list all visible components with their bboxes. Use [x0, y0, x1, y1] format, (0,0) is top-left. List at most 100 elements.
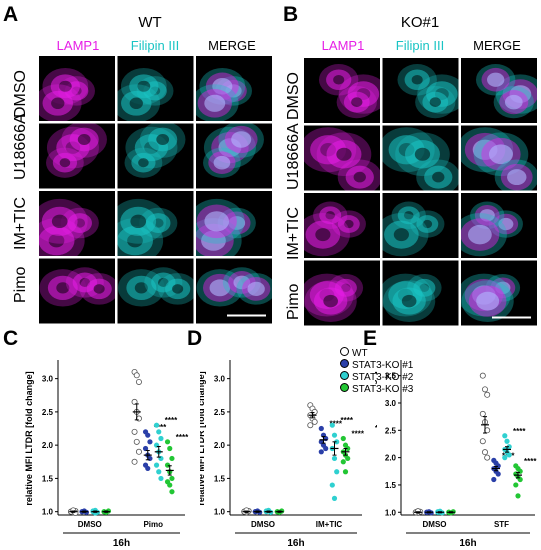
data-point — [340, 435, 346, 442]
legend-marker-ko3 — [340, 383, 349, 392]
legend-item-ko3: STAT3-KO #3 — [340, 383, 413, 395]
x-tick-label: Pimo — [143, 520, 163, 529]
significance-label: **** — [513, 427, 526, 436]
y-tick-label: 2.0 — [385, 454, 397, 463]
legend-label-ko3: STAT3-KO #3 — [352, 384, 414, 395]
data-point — [307, 422, 314, 429]
panel-a-row-label-u18666a: U18666A — [12, 113, 29, 180]
data-point — [311, 418, 318, 425]
data-point — [145, 432, 151, 438]
panel-b-cell-imtic-lamp1 — [304, 193, 380, 258]
y-tick-label: 2.5 — [214, 408, 226, 417]
panel-a-header-lamp1: LAMP1 — [56, 38, 100, 53]
data-point — [135, 378, 142, 385]
data-point — [331, 432, 338, 438]
panel-a-row-label-pimo: Pimo — [12, 266, 29, 303]
data-point — [311, 408, 318, 415]
y-tick-label: 1.5 — [42, 474, 54, 483]
legend-item-ko1: STAT3-KO #1 — [340, 359, 413, 371]
panel-b-cell-u18666a-filipin — [382, 125, 459, 191]
data-point — [158, 435, 164, 442]
y-tick-label: 1.0 — [214, 508, 226, 517]
panel-b-cell-imtic-filipin — [382, 193, 459, 258]
panel-a-cell-pimo-merge — [196, 258, 272, 324]
data-point — [340, 459, 346, 465]
data-point — [167, 445, 173, 452]
significance-label: **** — [524, 457, 537, 466]
data-point — [169, 489, 175, 495]
panel-b-micrograph-grid — [304, 58, 537, 326]
legend-label-wt: WT — [352, 348, 368, 359]
panel-a-row-label-imtic: IM+TIC — [12, 197, 29, 250]
panel-a-header-merge: MERGE — [208, 38, 256, 53]
panel-b-cell-imtic-merge — [461, 193, 537, 258]
x-axis-label: 16h — [287, 538, 304, 549]
data-point — [504, 438, 510, 444]
panel-a-cell-dmso-merge — [196, 56, 272, 121]
data-point — [513, 482, 519, 488]
panel-letter-a: A — [3, 3, 19, 26]
panel-b-cell-dmso-merge — [461, 58, 537, 123]
data-point — [318, 425, 324, 432]
legend-marker-wt — [340, 347, 349, 356]
chart-d: relative MFI LTDR [fold change] 1.0 1.5 2.0… — [200, 360, 365, 549]
legend: WT STAT3-KO #1 STAT3-KO #2 STAT3-KO #3 — [340, 347, 413, 395]
legend-marker-ko2 — [340, 371, 349, 380]
panel-b-header-lamp1: LAMP1 — [321, 38, 365, 53]
y-tick-label: 2.0 — [42, 441, 54, 450]
data-point — [131, 398, 138, 405]
data-point — [342, 469, 349, 475]
y-tick-label: 3.0 — [42, 375, 54, 384]
panel-a-cell-u18666a-filipin — [117, 123, 194, 189]
data-point — [482, 449, 489, 456]
data-point — [506, 444, 512, 450]
panel-a-title: WT — [138, 14, 162, 31]
x-axis-label: 16h — [459, 538, 476, 549]
data-point — [491, 476, 497, 483]
y-tick-label: 3.0 — [385, 399, 397, 408]
y-tick-label: 1.0 — [42, 508, 54, 517]
data-point — [147, 439, 153, 445]
legend-item-ko2: STAT3-KO #2 — [340, 371, 413, 383]
data-point — [515, 493, 521, 499]
x-tick-label: STF — [494, 520, 509, 529]
legend-item-wt: WT — [340, 347, 413, 359]
data-point — [164, 462, 171, 468]
data-point — [135, 448, 142, 455]
significance-label: **** — [154, 423, 167, 432]
significance-label: **** — [176, 433, 189, 442]
y-tick-label: 1.0 — [385, 508, 397, 517]
panel-a-micrograph-grid — [39, 56, 272, 324]
data-point — [329, 422, 335, 428]
panel-b-title: KO#1 — [400, 14, 440, 31]
y-axis-label: relative MFI LTDR [fold change] — [375, 371, 377, 505]
significance-label: **** — [352, 430, 365, 439]
data-point — [502, 455, 508, 461]
chart-e: relative MFI LTDR [fold change] 1.0 1.5 2.0… — [375, 360, 537, 549]
panel-b-cell-u18666a-merge — [461, 125, 537, 191]
y-tick-label: 3.5 — [385, 372, 397, 381]
chart-c: relative MFI LTDR [fold change] 1.0 1.5 2.0… — [24, 360, 189, 549]
legend-label-ko1: STAT3-KO #1 — [352, 360, 414, 371]
data-point — [329, 482, 335, 488]
panel-letter-e: E — [363, 327, 378, 350]
x-axis-label: 16h — [113, 538, 130, 549]
data-point — [169, 475, 175, 482]
data-point — [156, 469, 162, 475]
data-point — [479, 372, 486, 379]
x-tick-label: DMSO — [78, 520, 102, 529]
data-point — [345, 445, 351, 452]
y-tick-label: 3.0 — [214, 375, 226, 384]
data-point — [479, 438, 486, 445]
panel-b-header-merge: MERGE — [473, 38, 521, 53]
panel-a-cell-imtic-filipin — [117, 191, 194, 256]
data-point — [334, 469, 340, 475]
panel-b-row-label-u18666a: U18666A — [285, 123, 302, 190]
data-point — [334, 439, 340, 445]
panel-b-cell-pimo-lamp1 — [304, 260, 380, 326]
data-point — [131, 458, 138, 465]
data-point — [345, 455, 351, 462]
data-point — [131, 428, 138, 435]
panel-letter-c: C — [3, 327, 19, 350]
data-point — [479, 410, 486, 417]
